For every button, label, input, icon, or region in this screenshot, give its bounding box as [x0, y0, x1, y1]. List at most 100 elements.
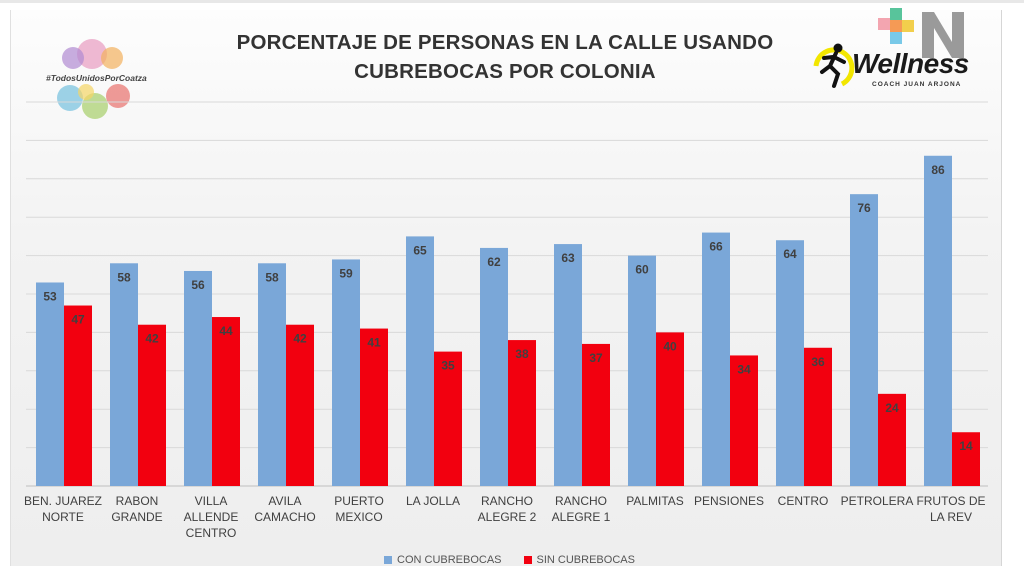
- legend-swatch-sin: [523, 556, 532, 564]
- category-label: PETROLERA: [841, 494, 914, 508]
- category-label-line: RANCHO: [481, 494, 533, 508]
- bar-con: [480, 247, 508, 486]
- bar-sin: [730, 355, 758, 486]
- legend-label-sin: SIN CUBREBOCAS: [536, 554, 635, 566]
- category-label-line: LA JOLLA: [406, 494, 460, 508]
- category-label: CENTRO: [778, 494, 829, 508]
- data-label-sin: 40: [663, 339, 677, 353]
- category-label-line: PENSIONES: [694, 494, 764, 508]
- bar-sin: [434, 351, 462, 486]
- category-label-line: PUERTO: [334, 494, 384, 508]
- data-label-con: 59: [339, 266, 353, 280]
- chart-title-line-1: PORCENTAJE DE PERSONAS EN LA CALLE USAND…: [236, 31, 774, 54]
- bar-sin: [212, 317, 240, 486]
- category-label-line: ALLENDE: [184, 510, 239, 524]
- category-label: PENSIONES: [694, 494, 764, 508]
- data-label-sin: 35: [441, 359, 455, 373]
- data-label-sin: 36: [811, 355, 825, 369]
- category-label: RANCHO ALEGRE 1: [552, 494, 611, 524]
- data-label-con: 53: [43, 289, 57, 303]
- bar-con: [258, 263, 286, 486]
- data-label-sin: 24: [885, 401, 899, 415]
- data-label-con: 76: [857, 201, 871, 215]
- wellness-subtitle: COACH JUAN ARJONA: [872, 81, 962, 88]
- bar-con: [110, 263, 138, 486]
- bar-sin: [952, 432, 980, 486]
- bar-con: [850, 194, 878, 486]
- bar-con: [406, 236, 434, 486]
- data-label-sin: 34: [737, 362, 751, 376]
- runner-icon: [813, 43, 855, 88]
- data-labels: 53 47 58 42 56 44 58 42 59 41 65 35 62 38 63 37 60 40 66 34…: [43, 163, 973, 453]
- brand-logo-icon: [878, 8, 964, 58]
- bar-sin: [656, 332, 684, 486]
- category-label-line: MEXICO: [335, 510, 382, 524]
- data-label-sin: 44: [219, 324, 233, 338]
- legend-label-con: CON CUBREBOCAS: [397, 554, 502, 566]
- data-label-sin: 47: [71, 313, 85, 327]
- data-label-sin: 41: [367, 336, 381, 350]
- category-label: RABON GRANDE: [111, 494, 162, 524]
- legend-swatch-con: [384, 556, 392, 564]
- data-label-con: 58: [117, 270, 131, 284]
- category-labels: BEN. JUAREZ NORTE RABON GRANDE VILLA ALLENDE C…: [24, 494, 986, 540]
- bar-sin: [360, 328, 388, 486]
- bar-sin: [286, 324, 314, 486]
- data-label-con: 62: [487, 255, 501, 269]
- data-label-sin: 42: [293, 332, 307, 346]
- category-label: VILLA ALLENDE CENTRO: [184, 494, 239, 540]
- category-label-line: RANCHO: [555, 494, 607, 508]
- bar-con: [702, 232, 730, 486]
- legend-item-sin: SIN CUBREBOCAS: [523, 553, 635, 567]
- data-label-sin: 37: [589, 351, 603, 365]
- data-label-con: 60: [635, 263, 649, 277]
- news-brand-mark: [872, 8, 978, 60]
- category-label: LA JOLLA: [406, 494, 460, 508]
- category-label: FRUTOS DE LA REV: [916, 494, 985, 524]
- bar-con: [554, 244, 582, 486]
- category-label: AVILA CAMACHO: [254, 494, 315, 524]
- bar-sin: [64, 305, 92, 486]
- category-label-line: VILLA: [195, 494, 228, 508]
- data-label-sin: 42: [145, 332, 159, 346]
- data-label-sin: 14: [959, 439, 973, 453]
- bar-con: [628, 255, 656, 486]
- category-label: RANCHO ALEGRE 2: [478, 494, 537, 524]
- category-label-line: NORTE: [42, 510, 84, 524]
- category-label-line: RABON: [116, 494, 159, 508]
- data-label-con: 86: [931, 163, 945, 177]
- category-label-line: AVILA: [268, 494, 301, 508]
- chart-title: PORCENTAJE DE PERSONAS EN LA CALLE USAND…: [200, 28, 810, 86]
- bar-sin: [804, 347, 832, 486]
- bars: [36, 155, 980, 486]
- top-border: [0, 0, 1024, 3]
- bar-con: [184, 270, 212, 486]
- chart-title-line-2: CUBREBOCAS POR COLONIA: [354, 60, 656, 83]
- category-label-line: ALEGRE 1: [552, 510, 611, 524]
- category-label-line: BEN. JUAREZ: [24, 494, 102, 508]
- category-label-line: CENTRO: [778, 494, 829, 508]
- chart-legend: CON CUBREBOCAS SIN CUBREBOCAS: [384, 553, 635, 567]
- category-label-line: PETROLERA: [841, 494, 914, 508]
- category-label: BEN. JUAREZ NORTE: [24, 494, 102, 524]
- category-label-line: CENTRO: [186, 526, 237, 540]
- bar-sin: [138, 324, 166, 486]
- bar-sin: [878, 393, 906, 486]
- category-label-line: GRANDE: [111, 510, 162, 524]
- category-label: PALMITAS: [626, 494, 684, 508]
- legend-item-con: CON CUBREBOCAS: [384, 553, 502, 567]
- category-label-line: FRUTOS DE: [916, 494, 985, 508]
- bar-sin: [582, 343, 610, 486]
- data-label-con: 63: [561, 251, 575, 265]
- bar-con: [332, 259, 360, 486]
- data-label-con: 64: [783, 247, 797, 261]
- todos-unidos-hashtag: #TodosUnidosPorCoatza: [46, 73, 147, 83]
- wellness-logo: Wellness COACH JUAN ARJONA: [808, 36, 988, 94]
- data-label-con: 56: [191, 278, 205, 292]
- bar-sin: [508, 340, 536, 486]
- category-label-line: LA REV: [930, 510, 972, 524]
- category-label-line: ALEGRE 2: [478, 510, 537, 524]
- bar-con: [776, 240, 804, 486]
- data-label-con: 65: [413, 243, 427, 257]
